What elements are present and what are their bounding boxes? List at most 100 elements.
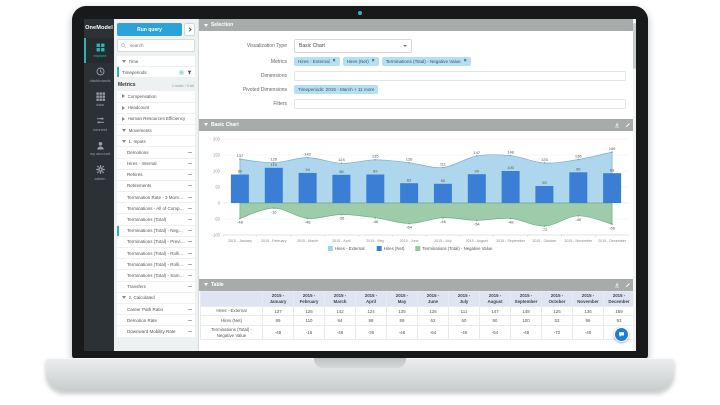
table-cell: 111	[448, 305, 480, 317]
list-icon[interactable]	[179, 70, 184, 75]
filters-input[interactable]	[294, 98, 626, 109]
expand-panel-button[interactable]	[184, 23, 195, 36]
visualization-type-select[interactable]: Basic Chart	[294, 39, 412, 53]
timeperiods-item[interactable]: Timeperiods	[117, 67, 195, 78]
item-menu-icon[interactable]	[188, 196, 192, 198]
create-edit-link[interactable]: Create / Edit	[171, 82, 194, 88]
item-menu-icon[interactable]	[188, 308, 192, 310]
remove-tag-icon[interactable]: ×	[371, 58, 375, 65]
help-chat-button[interactable]	[614, 327, 629, 342]
svg-text:2015 - October: 2015 - October	[532, 239, 557, 243]
tree-item-1-inputs[interactable]: 1. Inputs	[117, 136, 195, 147]
chevron-right-icon	[122, 116, 125, 121]
tree-item-demotion-rate[interactable]: Demotion Rate	[117, 315, 195, 326]
svg-text:50: 50	[215, 184, 220, 189]
scrollbar-thumb[interactable]	[633, 23, 636, 69]
tree-item-compensation[interactable]: Compensation	[117, 91, 195, 102]
tag-timeperiods-2015-march-11-more[interactable]: Timeperiods: 2015 - March + 11 more	[294, 84, 379, 95]
svg-text:124: 124	[338, 157, 345, 162]
table-section-header[interactable]: Table	[199, 278, 636, 291]
table-cell: 142	[324, 305, 356, 317]
table-section-title: Table	[211, 281, 224, 288]
item-menu-icon[interactable]	[188, 263, 192, 265]
tree-item-human-resources-efficiency[interactable]: Human Resources Efficiency	[117, 113, 195, 124]
tree-item-demotions[interactable]: Demotions	[117, 147, 195, 158]
series-bar-hires-net	[535, 185, 554, 203]
item-menu-icon[interactable]	[188, 207, 192, 209]
tree-item-terminations-total-previous-p[interactable]: Terminations (Total) - Previous P	[117, 236, 195, 247]
tree-item-rehires[interactable]: Rehires	[117, 169, 195, 180]
item-menu-icon[interactable]	[188, 330, 192, 332]
tree-item-termination-rate-3-months-roll[interactable]: Termination Rate - 3 Months Roll	[117, 192, 195, 203]
tree-item-transfers[interactable]: Transfers	[117, 281, 195, 292]
laptop-base	[46, 358, 674, 391]
tree-item-retirements[interactable]: Retirements	[117, 180, 195, 192]
table-cell: 147	[479, 305, 511, 317]
download-icon[interactable]	[614, 282, 620, 288]
series-bar-hires-net	[467, 173, 486, 203]
rail-item-connect[interactable]: connect	[84, 112, 114, 137]
item-menu-icon[interactable]	[188, 151, 192, 153]
tree-item-terminations-total-rolling-12[interactable]: Terminations (Total) - Rolling 12	[117, 248, 195, 259]
tree-item-downward-mobility-rate[interactable]: Downward Mobility Rate	[117, 326, 195, 337]
run-query-button[interactable]: Run query	[117, 23, 182, 36]
item-menu-icon[interactable]	[188, 185, 192, 187]
chart-section-header[interactable]: Basic Chart	[199, 118, 636, 131]
tree-item-terminations-total-rolling-12[interactable]: Terminations (Total) - Rolling 12	[117, 259, 195, 270]
selection-section-title: Selection	[211, 22, 234, 28]
tree-item-movements[interactable]: Movements	[117, 124, 195, 136]
item-menu-icon[interactable]	[188, 230, 192, 232]
metrics-label: Metrics	[270, 58, 287, 65]
item-menu-icon[interactable]	[188, 174, 192, 176]
rail-item-explore[interactable]: explore	[84, 38, 114, 63]
table-cell: 89	[386, 315, 418, 326]
chevron-right-icon	[122, 94, 125, 99]
table-cell: 62	[417, 315, 449, 326]
tree-item-2-calculated[interactable]: 2. Calculated	[117, 292, 195, 303]
tree-item-hires-internal[interactable]: Hires - Internal	[117, 158, 195, 169]
tag-hires-external[interactable]: Hires - External ×	[294, 56, 340, 67]
tree-item-career-path-ratio[interactable]: Career Path Ratio	[117, 303, 195, 315]
time-group-row[interactable]: Time	[117, 56, 195, 67]
tree-item-terminations-all-of-company[interactable]: Terminations - All of Company	[117, 203, 195, 214]
tag-hires-net[interactable]: Hires (Net) ×	[342, 56, 379, 67]
column-header: 2015 - July	[448, 290, 480, 307]
remove-tag-icon[interactable]: ×	[332, 58, 336, 65]
filter-icon[interactable]	[187, 70, 192, 75]
rail-item-admin[interactable]: admin	[84, 161, 114, 186]
svg-text:147: 147	[473, 149, 480, 154]
data-table-wrap: 2015 - January 2015 - February 2015 - March 20…	[199, 290, 636, 351]
tree-item-terminations-total-negative-v[interactable]: Terminations (Total) - Negative V	[117, 225, 195, 236]
main-scrollbar[interactable]	[633, 19, 636, 351]
item-menu-icon[interactable]	[188, 163, 192, 165]
table-cell: 53	[541, 315, 573, 326]
download-icon[interactable]	[614, 122, 620, 128]
table-row: Hires - External 137 126 142 124 135 126 111 147…	[200, 305, 635, 317]
tree-item-headcount[interactable]: Headcount	[117, 102, 195, 113]
series-bar-hires-net	[298, 172, 317, 203]
tag-terminations-total-negative-value[interactable]: Terminations (Total) - Negative Value ×	[381, 56, 471, 67]
selection-section-header[interactable]: Selection	[199, 19, 636, 31]
svg-text:-66: -66	[609, 225, 616, 230]
search-icon	[121, 43, 126, 48]
tree-item-terminations-total[interactable]: Terminations (Total)	[117, 214, 195, 225]
svg-text:142: 142	[304, 151, 311, 156]
table-cell: -64	[417, 324, 449, 341]
remove-tag-icon[interactable]: ×	[463, 58, 467, 65]
tree-item-terminations-total-same-peri[interactable]: Terminations (Total) - Same Peri	[117, 270, 195, 281]
item-menu-icon[interactable]	[188, 274, 192, 276]
item-menu-icon[interactable]	[188, 286, 192, 288]
item-menu-icon[interactable]	[188, 252, 192, 254]
table-cell: -46	[448, 324, 480, 341]
rail-item-my-account[interactable]: my account	[84, 136, 114, 161]
rail-item-data[interactable]: data	[84, 87, 114, 112]
item-menu-icon[interactable]	[188, 241, 192, 243]
edit-icon[interactable]	[625, 122, 631, 128]
item-menu-icon[interactable]	[188, 219, 192, 221]
rail-item-dashboards[interactable]: dashboards	[84, 63, 114, 88]
search-box[interactable]	[117, 39, 195, 52]
edit-icon[interactable]	[625, 282, 631, 288]
search-input[interactable]	[128, 42, 191, 49]
dimensions-input[interactable]	[294, 70, 626, 81]
item-menu-icon[interactable]	[188, 319, 192, 321]
